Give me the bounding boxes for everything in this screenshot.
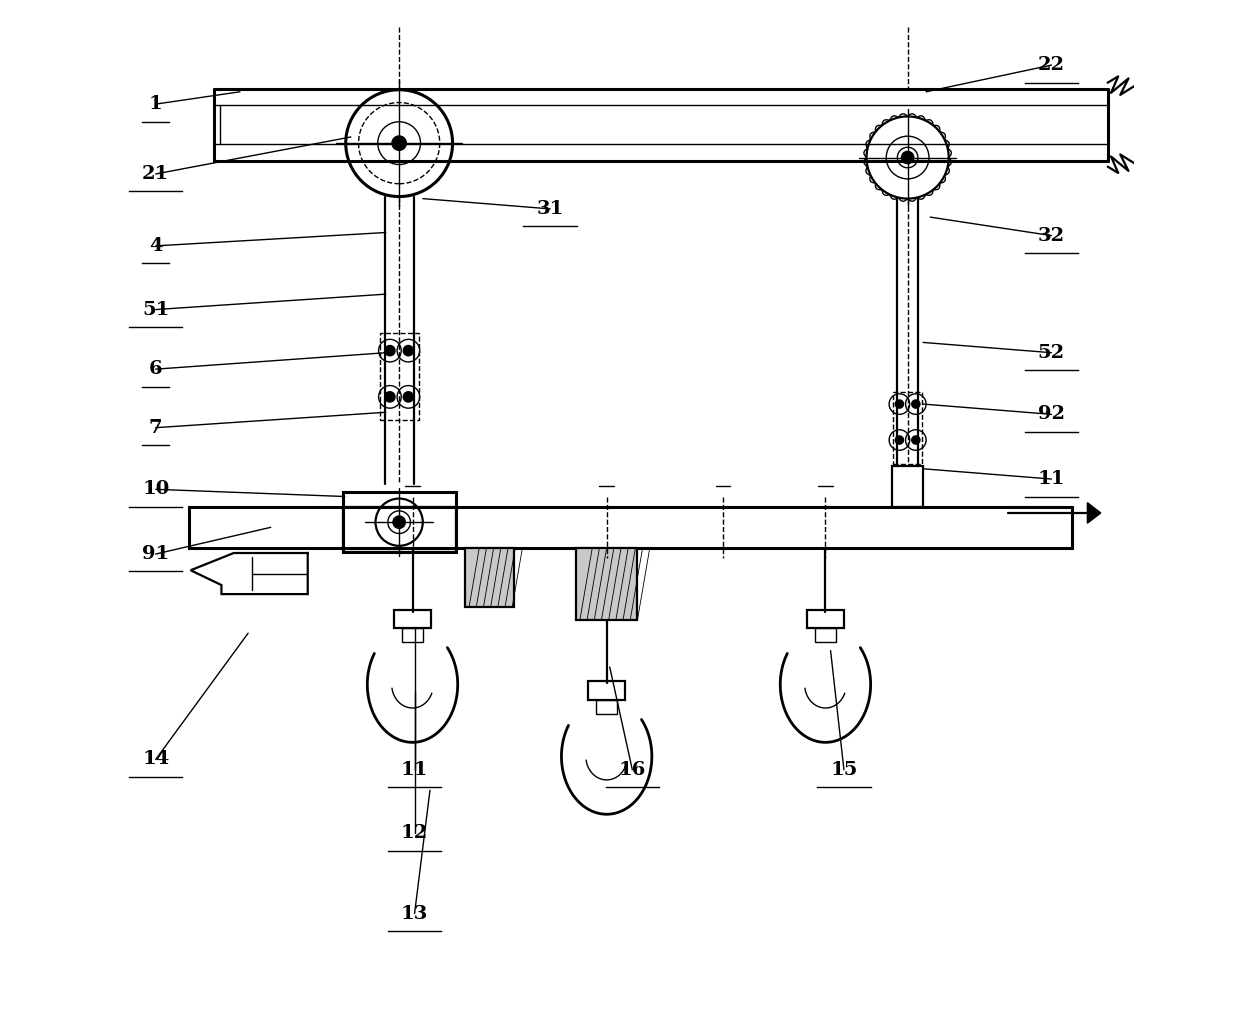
Text: 92: 92 (1038, 406, 1065, 423)
Bar (342, 492, 455, 552)
Text: 11: 11 (401, 761, 428, 779)
Text: 51: 51 (143, 301, 170, 318)
Text: 15: 15 (831, 761, 858, 779)
Bar (342, 507, 455, 552)
Bar (807, 610, 844, 628)
Circle shape (384, 391, 396, 402)
Circle shape (895, 436, 904, 444)
Bar (465, 548, 515, 608)
Text: 4: 4 (149, 237, 162, 254)
Bar (588, 682, 625, 700)
Circle shape (384, 345, 396, 355)
Circle shape (393, 516, 405, 528)
Bar (815, 628, 836, 643)
Polygon shape (1087, 503, 1101, 523)
Circle shape (901, 151, 914, 164)
Bar (188, 507, 1071, 548)
Bar (394, 610, 432, 628)
Circle shape (403, 391, 413, 402)
Text: 14: 14 (143, 751, 170, 768)
Bar (893, 391, 923, 464)
Text: 11: 11 (1038, 470, 1065, 488)
Circle shape (403, 345, 413, 355)
Circle shape (911, 436, 920, 444)
Bar (596, 700, 618, 714)
Text: 12: 12 (401, 824, 428, 843)
Text: 31: 31 (537, 200, 564, 218)
Bar (893, 466, 923, 507)
Text: 21: 21 (143, 165, 170, 183)
Text: 91: 91 (143, 545, 170, 563)
Text: 52: 52 (1038, 344, 1065, 362)
Text: 13: 13 (401, 904, 428, 923)
Text: 16: 16 (619, 761, 646, 779)
Circle shape (392, 136, 407, 150)
Bar (575, 548, 637, 620)
Text: 1: 1 (149, 95, 162, 113)
Circle shape (895, 400, 904, 408)
Text: 7: 7 (149, 418, 162, 437)
Circle shape (911, 400, 920, 408)
Text: 10: 10 (143, 480, 170, 499)
Bar (379, 333, 419, 420)
Text: 6: 6 (149, 360, 162, 378)
Bar (402, 628, 423, 643)
Text: 22: 22 (1038, 56, 1065, 74)
Text: 32: 32 (1038, 227, 1065, 244)
